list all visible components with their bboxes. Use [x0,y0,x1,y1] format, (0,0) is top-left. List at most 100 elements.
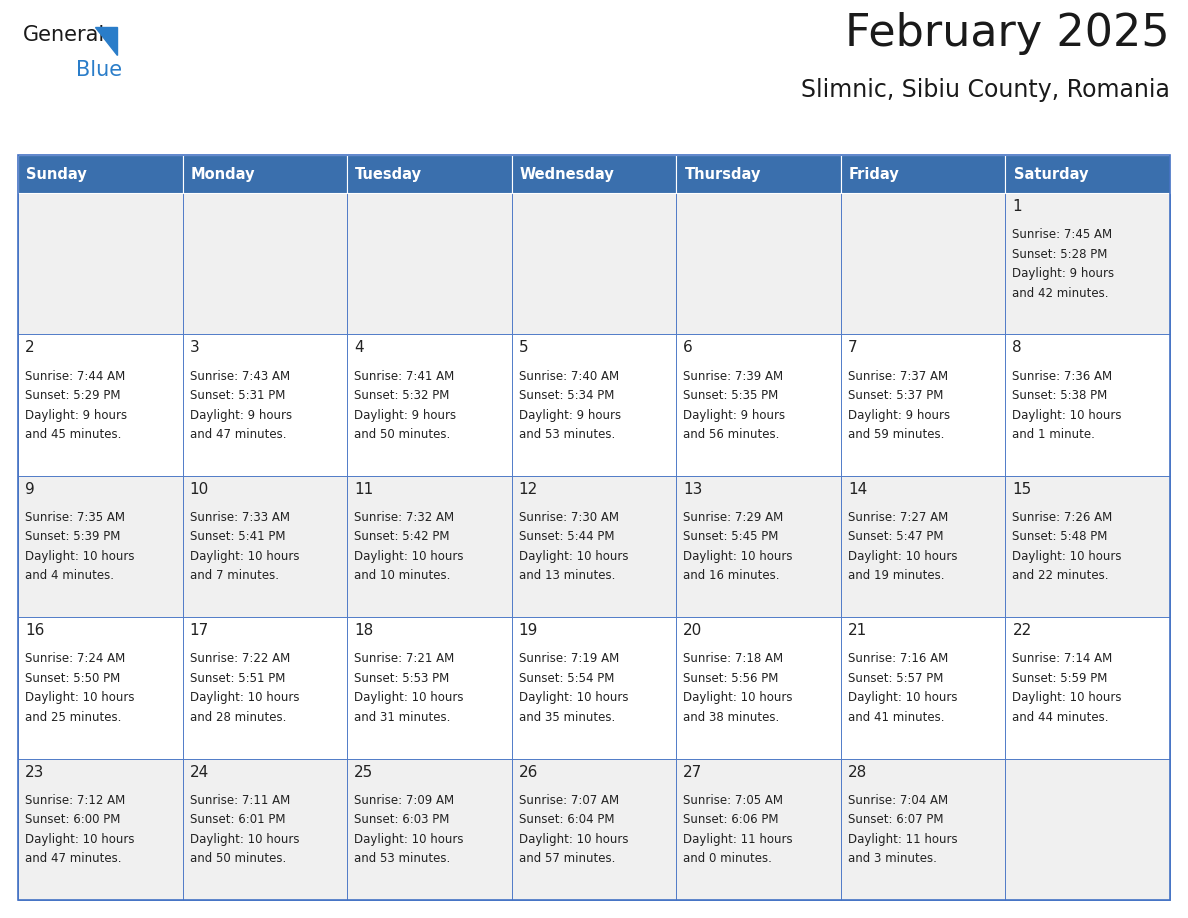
Text: Daylight: 10 hours: Daylight: 10 hours [519,691,628,704]
Text: 25: 25 [354,765,373,779]
Text: 22: 22 [1012,623,1031,638]
Bar [676,193,841,334]
Text: Daylight: 11 hours: Daylight: 11 hours [683,833,792,845]
Text: Sunset: 5:45 PM: Sunset: 5:45 PM [683,531,778,543]
Text: Sunset: 5:37 PM: Sunset: 5:37 PM [848,389,943,402]
Text: 15: 15 [1012,482,1031,497]
Text: and 10 minutes.: and 10 minutes. [354,569,450,582]
Text: Thursday: Thursday [684,166,760,182]
Text: Sunrise: 7:05 AM: Sunrise: 7:05 AM [683,794,783,807]
Text: Daylight: 10 hours: Daylight: 10 hours [1012,691,1121,704]
Bar [841,334,1005,476]
Text: Daylight: 9 hours: Daylight: 9 hours [848,409,950,421]
Bar [183,155,347,193]
Bar [841,617,1005,758]
Bar [841,193,1005,334]
Bar [183,193,347,334]
Text: 12: 12 [519,482,538,497]
Text: Daylight: 10 hours: Daylight: 10 hours [25,691,134,704]
Text: Sunrise: 7:30 AM: Sunrise: 7:30 AM [519,511,619,524]
Bar [347,155,512,193]
Text: Sunset: 5:48 PM: Sunset: 5:48 PM [1012,531,1107,543]
Text: and 25 minutes.: and 25 minutes. [25,711,121,723]
Text: Sunrise: 7:33 AM: Sunrise: 7:33 AM [190,511,290,524]
Text: and 56 minutes.: and 56 minutes. [683,428,779,441]
Text: and 28 minutes.: and 28 minutes. [190,711,286,723]
Bar [841,476,1005,617]
Text: Monday: Monday [191,166,255,182]
Bar [18,617,183,758]
Text: Daylight: 10 hours: Daylight: 10 hours [683,550,792,563]
Text: and 1 minute.: and 1 minute. [1012,428,1095,441]
Text: Daylight: 9 hours: Daylight: 9 hours [190,409,292,421]
Bar [183,758,347,900]
Text: Daylight: 10 hours: Daylight: 10 hours [190,550,299,563]
Text: Sunrise: 7:44 AM: Sunrise: 7:44 AM [25,370,125,383]
Text: 10: 10 [190,482,209,497]
Text: and 59 minutes.: and 59 minutes. [848,428,944,441]
Text: 9: 9 [25,482,34,497]
Text: Sunrise: 7:24 AM: Sunrise: 7:24 AM [25,653,125,666]
Bar [347,334,512,476]
Text: and 53 minutes.: and 53 minutes. [519,428,615,441]
Text: Sunrise: 7:39 AM: Sunrise: 7:39 AM [683,370,783,383]
Text: 3: 3 [190,341,200,355]
Text: and 53 minutes.: and 53 minutes. [354,852,450,865]
Text: Sunday: Sunday [26,166,87,182]
Text: Sunrise: 7:19 AM: Sunrise: 7:19 AM [519,653,619,666]
Text: Sunset: 6:00 PM: Sunset: 6:00 PM [25,813,120,826]
Text: Sunset: 5:41 PM: Sunset: 5:41 PM [190,531,285,543]
Text: Sunrise: 7:16 AM: Sunrise: 7:16 AM [848,653,948,666]
Text: and 0 minutes.: and 0 minutes. [683,852,772,865]
Text: 16: 16 [25,623,44,638]
Text: 20: 20 [683,623,702,638]
Text: Daylight: 10 hours: Daylight: 10 hours [354,833,463,845]
Text: Sunset: 5:59 PM: Sunset: 5:59 PM [1012,672,1107,685]
Bar [676,334,841,476]
Bar [347,193,512,334]
Text: Sunset: 5:51 PM: Sunset: 5:51 PM [190,672,285,685]
Text: Sunset: 6:06 PM: Sunset: 6:06 PM [683,813,779,826]
Text: Sunset: 5:50 PM: Sunset: 5:50 PM [25,672,120,685]
Bar [18,476,183,617]
Text: and 35 minutes.: and 35 minutes. [519,711,615,723]
Bar [183,617,347,758]
Text: Sunset: 5:54 PM: Sunset: 5:54 PM [519,672,614,685]
Text: Daylight: 9 hours: Daylight: 9 hours [683,409,785,421]
Text: Sunrise: 7:14 AM: Sunrise: 7:14 AM [1012,653,1113,666]
Bar [18,193,183,334]
Text: 1: 1 [1012,199,1022,214]
Text: Tuesday: Tuesday [355,166,423,182]
Bar [512,193,676,334]
Text: and 13 minutes.: and 13 minutes. [519,569,615,582]
Text: Daylight: 9 hours: Daylight: 9 hours [519,409,621,421]
Bar [676,476,841,617]
Text: 17: 17 [190,623,209,638]
Text: Saturday: Saturday [1013,166,1088,182]
Text: 6: 6 [683,341,693,355]
Text: 4: 4 [354,341,364,355]
Text: Sunrise: 7:04 AM: Sunrise: 7:04 AM [848,794,948,807]
Text: Blue: Blue [76,60,122,80]
Text: 23: 23 [25,765,44,779]
Text: Sunrise: 7:45 AM: Sunrise: 7:45 AM [1012,228,1112,241]
Text: Sunset: 5:31 PM: Sunset: 5:31 PM [190,389,285,402]
Text: Sunrise: 7:29 AM: Sunrise: 7:29 AM [683,511,784,524]
Bar [347,617,512,758]
Text: Sunrise: 7:21 AM: Sunrise: 7:21 AM [354,653,454,666]
Bar [841,155,1005,193]
Text: and 57 minutes.: and 57 minutes. [519,852,615,865]
Bar [18,334,183,476]
Text: 28: 28 [848,765,867,779]
Text: Daylight: 10 hours: Daylight: 10 hours [519,833,628,845]
Bar [347,758,512,900]
Text: Daylight: 10 hours: Daylight: 10 hours [354,550,463,563]
Text: Daylight: 10 hours: Daylight: 10 hours [25,550,134,563]
Text: Sunset: 5:38 PM: Sunset: 5:38 PM [1012,389,1107,402]
Text: 27: 27 [683,765,702,779]
Text: Sunset: 5:47 PM: Sunset: 5:47 PM [848,531,943,543]
Text: 14: 14 [848,482,867,497]
Text: 24: 24 [190,765,209,779]
Text: 13: 13 [683,482,702,497]
Text: Daylight: 10 hours: Daylight: 10 hours [519,550,628,563]
